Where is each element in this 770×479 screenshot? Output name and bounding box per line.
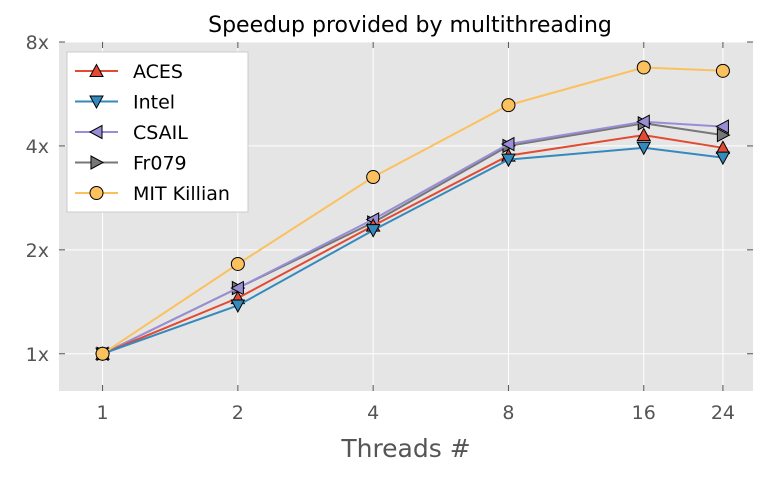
series-line: [102, 120, 723, 355]
legend-label: Intel: [133, 92, 175, 114]
data-point: [715, 63, 730, 78]
x-tick-label: 2: [232, 402, 244, 424]
legend-label: CSAIL: [133, 122, 188, 144]
x-tick-label: 4: [367, 402, 379, 424]
legend-label: MIT Killian: [133, 183, 230, 205]
data-point: [230, 299, 246, 314]
data-point: [636, 141, 652, 156]
y-axis-ticks: 1x 2x 4x 8x: [26, 32, 753, 366]
chart-title: Speedup provided by multithreading: [208, 13, 612, 38]
legend-marker: [89, 186, 104, 200]
data-point: [95, 346, 110, 361]
legend-label: Fr079: [133, 153, 187, 175]
data-point: [366, 170, 381, 185]
legend-marker: [89, 95, 104, 110]
x-tick-label: 24: [711, 402, 735, 424]
data-point: [636, 114, 650, 130]
y-tick-label: 2x: [26, 240, 49, 262]
data-point: [716, 127, 731, 143]
data-point: [230, 256, 245, 271]
series-intel: [95, 141, 731, 362]
y-tick-label: 1x: [26, 344, 49, 366]
series-mit-killian: [95, 60, 730, 361]
data-point: [636, 127, 652, 142]
data-point: [501, 153, 516, 168]
data-point: [715, 151, 731, 166]
series-line: [102, 134, 724, 355]
x-tick-label: 8: [502, 402, 514, 424]
series-line: [102, 146, 724, 355]
y-tick-label: 4x: [26, 136, 49, 158]
x-axis-label: Threads #: [340, 434, 470, 463]
legend: ACES Intel CSAIL Fr079 MIT Killian: [66, 51, 249, 213]
x-tick-label: 16: [632, 402, 656, 424]
legend-marker: [88, 124, 103, 140]
legend-marker: [89, 63, 104, 78]
x-tick-label: 1: [97, 402, 109, 424]
data-point: [715, 119, 729, 134]
series-line: [102, 66, 723, 355]
x-axis-ticks: 1 2 4 8 16 24: [97, 42, 735, 424]
y-tick-label: 8x: [26, 32, 49, 54]
data-point: [365, 224, 381, 238]
data-point: [636, 60, 651, 75]
data-point: [501, 98, 516, 113]
legend-marker: [90, 155, 105, 170]
series-layer: [95, 60, 731, 362]
data-point: [500, 136, 515, 152]
legend-label: ACES: [133, 61, 183, 83]
data-point: [230, 280, 244, 296]
